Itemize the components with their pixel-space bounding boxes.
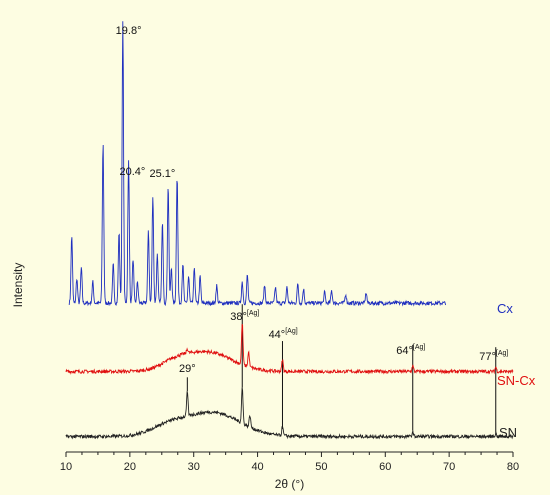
x-tick-label: 60 [379,461,391,473]
peak-annotation: 44°[Ag] [269,328,298,341]
x-tick-label: 80 [507,461,519,473]
peak-annotation-superscript: [Ag] [413,344,426,351]
peak-annotation-text: 29° [179,363,196,375]
x-tick-label: 30 [188,461,200,473]
peak-annotation-text: 64° [396,345,413,357]
peak-annotation: 19.8° [116,25,142,37]
series-lines [65,21,514,440]
peak-annotation-text: 25.1° [150,168,176,180]
peak-annotations: 19.8°20.4° 25.1°29°38°[Ag]44°[Ag]64°[Ag]7… [116,25,509,375]
peak-annotation-text: 20.4° [120,166,146,178]
peak-annotation: 29° [179,363,196,375]
series-line-cx [68,21,447,307]
series-label-sn-cx: SN-Cx [497,373,536,388]
reference-lines [186,304,497,435]
peak-annotation-superscript: [Ag] [285,328,298,335]
peak-annotation: 77°[Ag] [479,350,508,363]
peak-annotation: 25.1° [150,168,176,180]
series-line-sn [65,387,514,440]
x-axis-title: 2θ (°) [275,477,304,491]
x-tick-label: 20 [124,461,136,473]
axes: 10 20 30 40 50 60 70 80 2θ (°) Intensity [11,263,519,491]
series-labels: Cx SN-Cx SN [497,301,536,440]
peak-annotation: 20.4° [120,166,146,178]
x-tick-label: 10 [60,461,72,473]
peak-annotation-text: 19.8° [116,25,142,37]
peak-annotation-superscript: [Ag] [496,350,509,357]
x-tick-label: 40 [251,461,263,473]
peak-annotation: 64°[Ag] [396,344,425,357]
peak-annotation: 38°[Ag] [230,310,259,323]
series-label-cx: Cx [497,301,513,316]
series-label-sn: SN [499,425,517,440]
peak-annotation-text: 44° [269,329,286,341]
peak-annotation-text: 38° [230,311,247,323]
x-tick-label: 70 [443,461,455,473]
series-line-sn-cx [65,324,514,375]
peak-annotation-text: 77° [479,351,496,363]
x-tick-label: 50 [315,461,327,473]
y-axis-title: Intensity [11,263,25,308]
peak-annotation-superscript: [Ag] [247,310,260,317]
